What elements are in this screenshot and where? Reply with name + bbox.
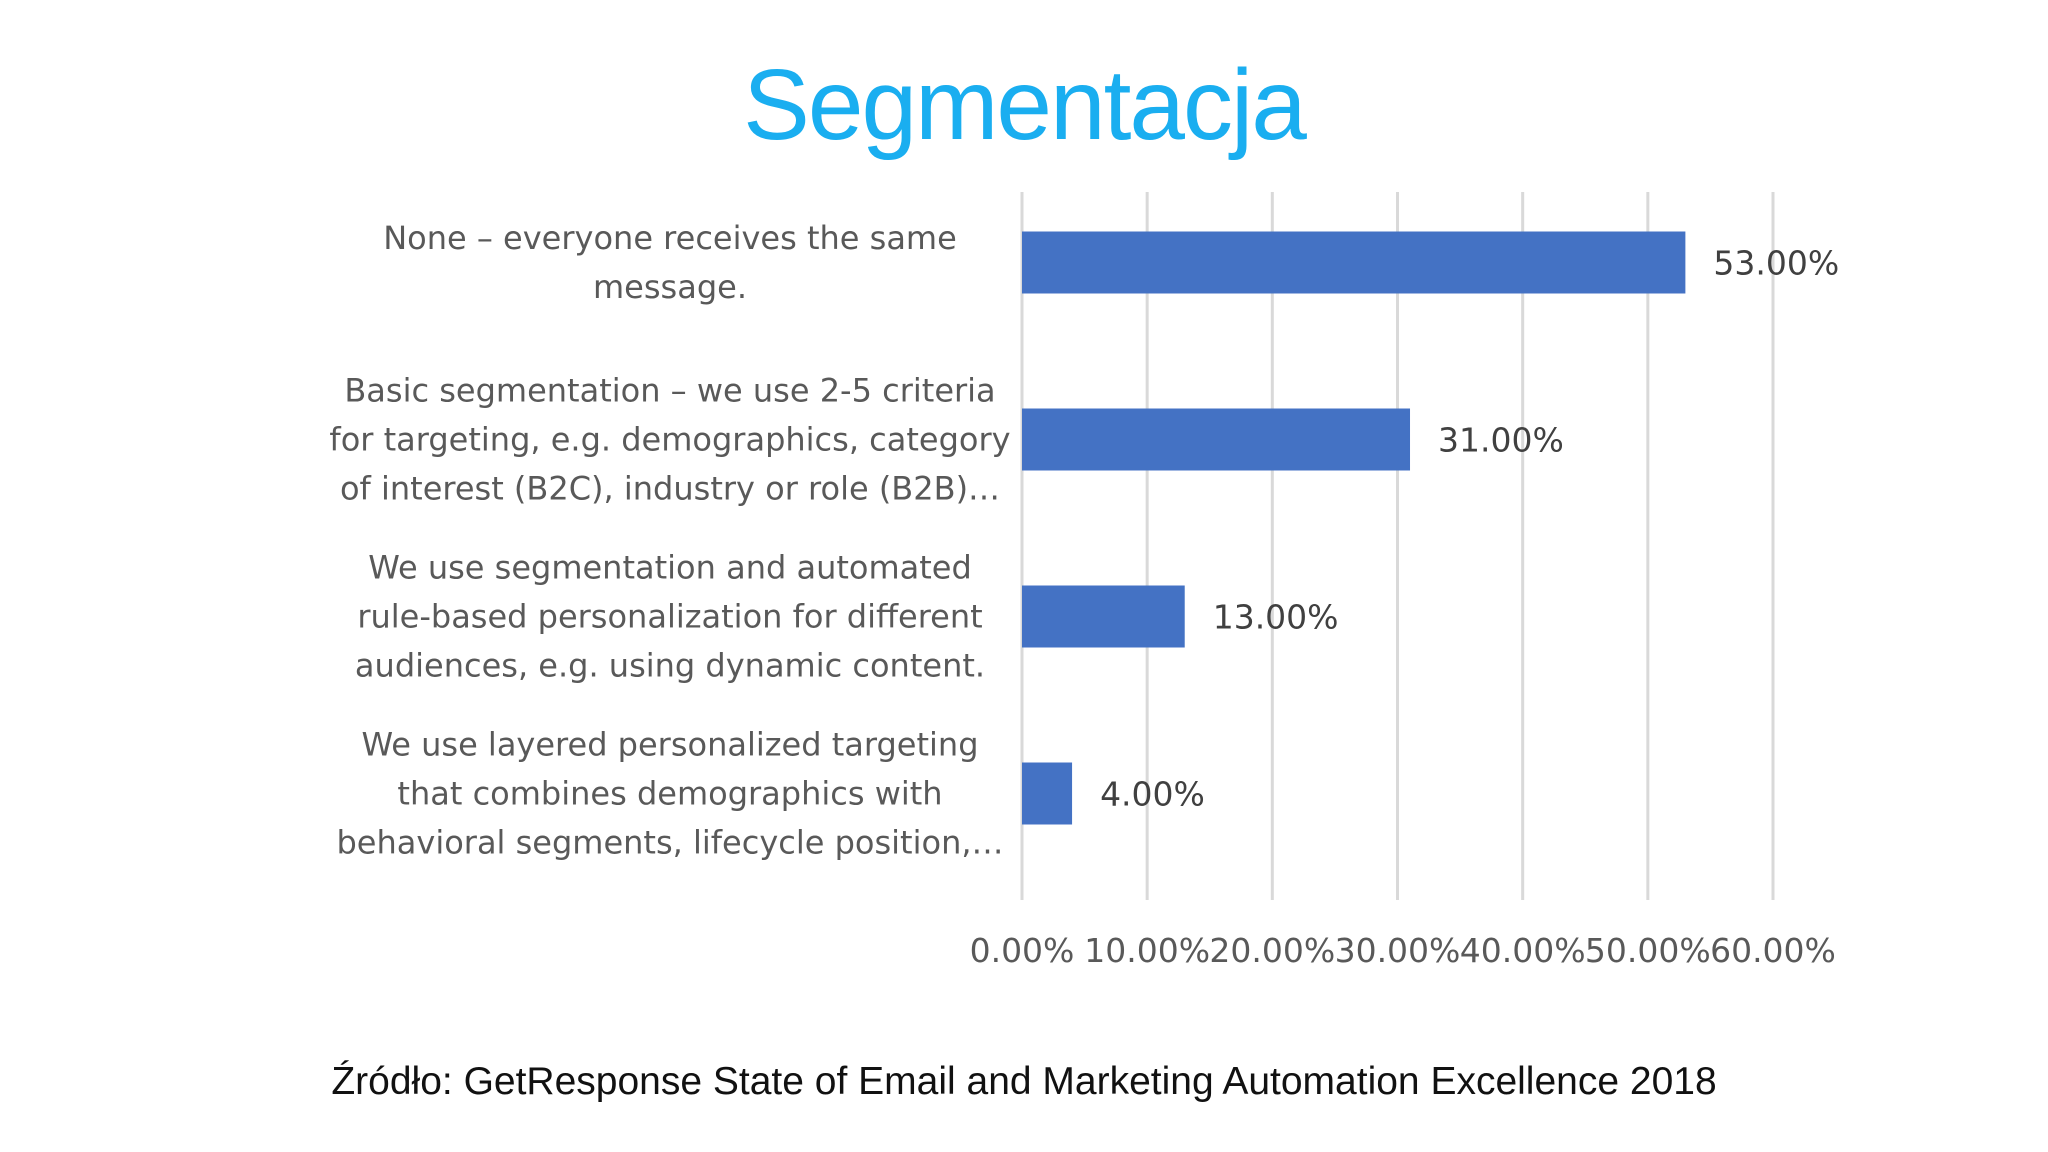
bar: [1022, 585, 1185, 648]
category-label: None – everyone receives the same message…: [383, 219, 957, 306]
category-label: We use segmentation and automated rule-ba…: [355, 549, 985, 685]
category-label-line: of interest (B2C), industry or role (B2B…: [340, 470, 1000, 508]
x-axis-ticks: 0.00% 10.00% 20.00% 30.00% 40.00% 50.00% 60.00…: [970, 931, 1836, 970]
x-tick-label: 10.00%: [1084, 931, 1210, 970]
category-label: We use layered personalized targeting tha…: [336, 726, 1003, 862]
category-label-line: rule-based personalization for different: [357, 598, 982, 636]
category-label-line: message.: [593, 268, 747, 306]
slide-title: Segmentacja: [743, 49, 1307, 161]
data-label: 4.00%: [1100, 775, 1205, 814]
gridlines: [1020, 192, 1775, 900]
x-tick-label: 20.00%: [1209, 931, 1335, 970]
category-label-line: audiences, e.g. using dynamic content.: [355, 647, 985, 685]
data-labels: 53.00% 31.00% 13.00% 4.00%: [1100, 244, 1839, 814]
category-label-line: behavioral segments, lifecycle position,…: [336, 824, 1003, 862]
category-label-line: We use segmentation and automated: [368, 549, 972, 587]
bar: [1022, 408, 1411, 471]
category-label-line: None – everyone receives the same: [383, 219, 957, 257]
category-labels: None – everyone receives the same message…: [329, 219, 1010, 862]
data-label: 53.00%: [1713, 244, 1839, 283]
x-tick-label: 50.00%: [1585, 931, 1711, 970]
category-label-line: that combines demographics with: [397, 775, 942, 813]
x-tick-label: 40.00%: [1460, 931, 1586, 970]
x-tick-label: 30.00%: [1335, 931, 1461, 970]
category-label-line: We use layered personalized targeting: [361, 726, 978, 764]
source-citation: Źródło: GetResponse State of Email and M…: [331, 1060, 1717, 1103]
bars: [1022, 231, 1686, 825]
category-label-line: Basic segmentation – we use 2-5 criteria: [344, 372, 995, 410]
data-label: 13.00%: [1213, 598, 1339, 637]
bar: [1022, 762, 1073, 825]
category-label: Basic segmentation – we use 2-5 criteria…: [329, 372, 1010, 508]
category-label-line: for targeting, e.g. demographics, catego…: [329, 421, 1010, 459]
x-tick-label: 0.00%: [970, 931, 1075, 970]
x-tick-label: 60.00%: [1710, 931, 1836, 970]
bar: [1022, 231, 1686, 294]
data-label: 31.00%: [1438, 421, 1564, 460]
